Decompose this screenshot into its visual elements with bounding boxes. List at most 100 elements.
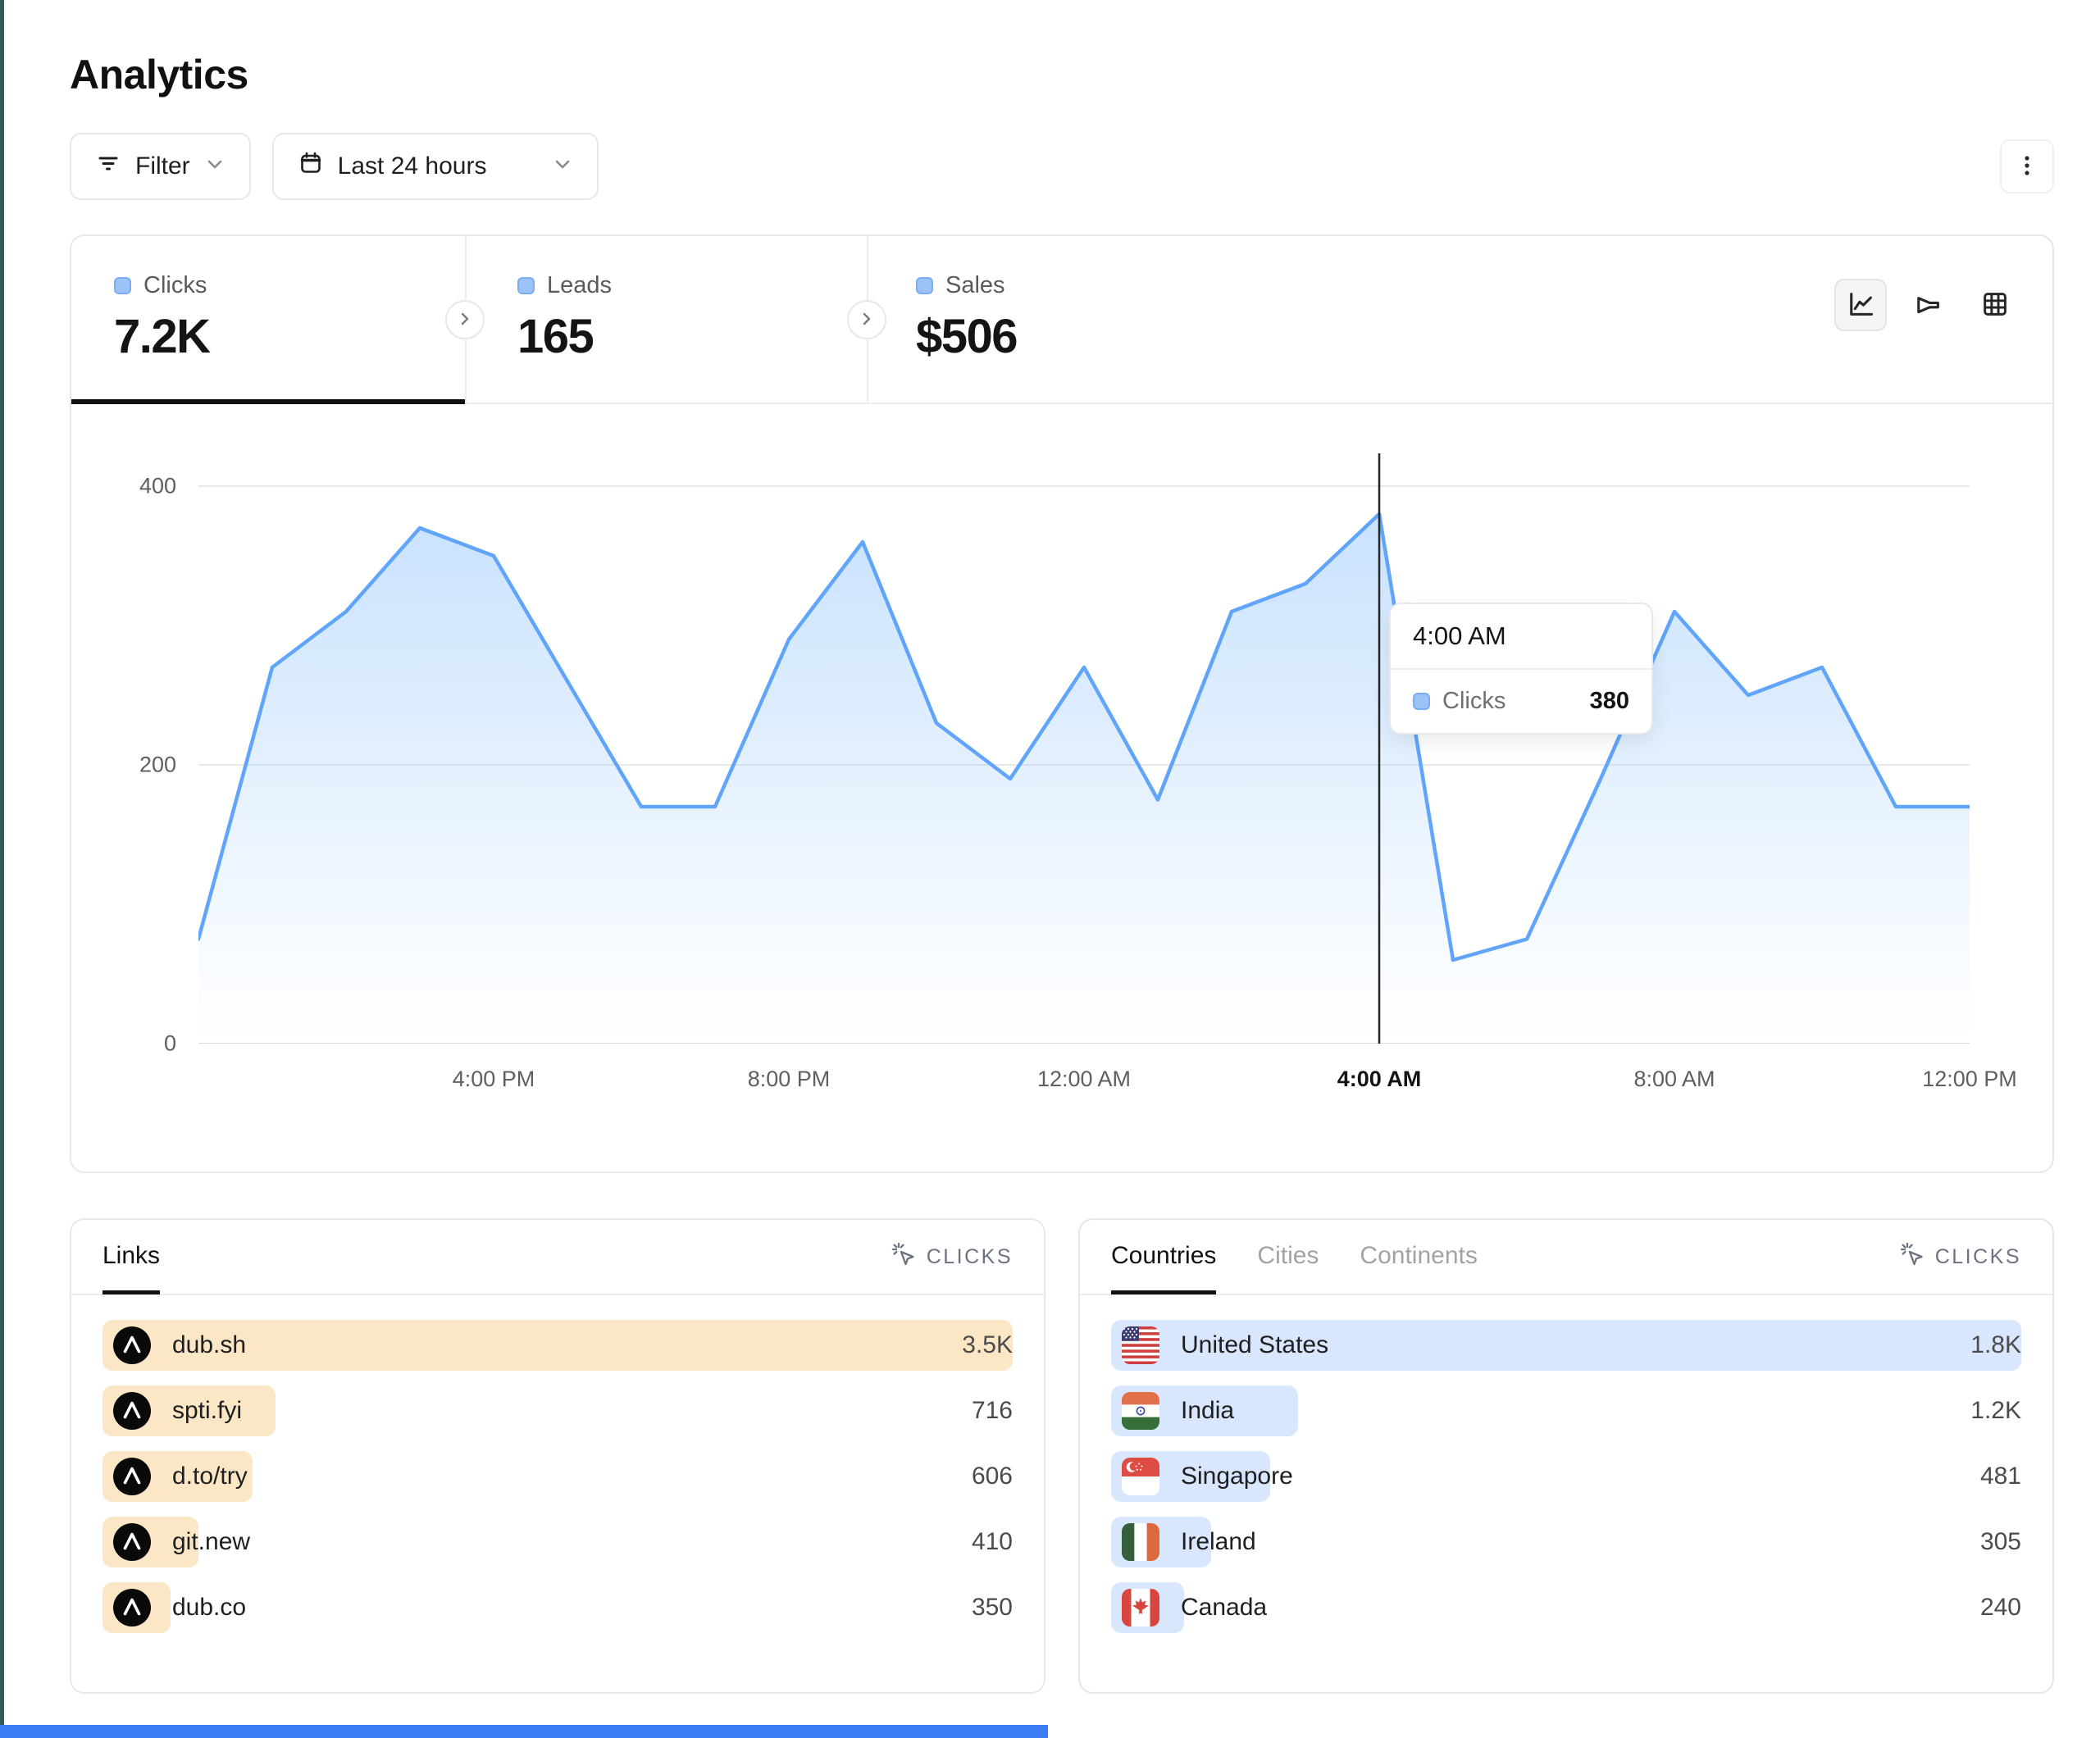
y-axis-tick: 0 [163, 1031, 176, 1056]
dub-logo-icon [113, 1392, 151, 1430]
chart-view-toggles [1834, 279, 2021, 331]
item-value: 240 [1979, 1594, 2021, 1621]
view-toggle-table[interactable] [1969, 279, 2021, 331]
item-label: git.new [172, 1528, 251, 1555]
view-toggle-funnel[interactable] [1902, 279, 1954, 331]
links-panel: Links CLICKS dub.sh 3.5K spti.fyi 716 d.to… [70, 1218, 1045, 1694]
countries-panel: Countries Cities Continents CLICKS [1078, 1218, 2054, 1694]
clicks-time-series-chart[interactable]: 0 200 400 4:00 PM 8:00 PM 12:00 AM 4:00 AM 8:0… [71, 404, 2052, 1173]
table-grid-icon [1980, 289, 2010, 321]
dub-logo-icon [113, 1326, 151, 1364]
y-axis-tick: 200 [139, 752, 176, 777]
item-label: d.to/try [172, 1463, 248, 1490]
list-item[interactable]: dub.co 350 [102, 1582, 1013, 1633]
item-label: Ireland [1181, 1528, 1256, 1555]
area-chart-plot[interactable] [198, 453, 1970, 1044]
chart-tooltip: 4:00 AM Clicks 380 [1389, 603, 1653, 735]
item-value: 350 [971, 1594, 1013, 1621]
stat-label: Clicks [143, 272, 207, 298]
countries-list: United States 1.8K India 1.2K Singapore 481… [1080, 1295, 2052, 1658]
list-item[interactable]: spti.fyi 716 [102, 1385, 1013, 1436]
stat-tab-sales[interactable]: Sales $506 [867, 236, 1293, 403]
calendar-icon [298, 151, 323, 182]
value-bar [102, 1320, 1013, 1371]
list-item[interactable]: Ireland 305 [1111, 1517, 2021, 1567]
active-stat-underline [71, 399, 465, 404]
tooltip-legend-square [1413, 693, 1430, 710]
filter-button-label: Filter [135, 152, 190, 180]
view-toggle-line-chart[interactable] [1834, 279, 1887, 331]
expand-leads-sales-button[interactable] [847, 300, 886, 339]
chevron-down-icon [205, 152, 225, 180]
list-item[interactable]: d.to/try 606 [102, 1451, 1013, 1502]
item-label: spti.fyi [172, 1397, 243, 1424]
item-label: dub.sh [172, 1331, 247, 1358]
list-item[interactable]: dub.sh 3.5K [102, 1320, 1013, 1371]
countries-metric-header[interactable]: CLICKS [1899, 1241, 2021, 1273]
tab-cities[interactable]: Cities [1257, 1241, 1319, 1269]
x-axis-tick: 4:00 PM [452, 1067, 535, 1091]
x-axis-tick: 8:00 AM [1633, 1067, 1715, 1091]
item-value: 3.5K [962, 1331, 1013, 1358]
list-item[interactable]: Canada 240 [1111, 1582, 2021, 1633]
tab-countries[interactable]: Countries [1111, 1221, 1217, 1294]
stat-value-leads: 165 [517, 310, 594, 363]
expand-clicks-leads-button[interactable] [445, 300, 485, 339]
dub-logo-icon [113, 1523, 151, 1561]
in-flag-icon [1122, 1392, 1159, 1430]
stat-label: Sales [945, 272, 1005, 298]
cursor-click-icon [891, 1241, 917, 1273]
date-range-label: Last 24 hours [337, 152, 487, 180]
item-value: 606 [971, 1463, 1013, 1490]
stat-value-sales: $506 [916, 310, 1018, 363]
breakdown-panels: Links CLICKS dub.sh 3.5K spti.fyi 716 d.to… [70, 1218, 2054, 1694]
ie-flag-icon [1122, 1523, 1159, 1561]
item-value: 1.2K [1970, 1397, 2021, 1424]
chevron-down-icon [553, 152, 572, 180]
item-value: 410 [971, 1528, 1013, 1555]
filter-button[interactable]: Filter [70, 133, 251, 200]
analytics-chart-card: Clicks 7.2K Leads 165 Sales $506 [70, 234, 2054, 1173]
page-title: Analytics [70, 52, 248, 98]
ca-flag-icon [1122, 1589, 1159, 1627]
links-list: dub.sh 3.5K spti.fyi 716 d.to/try 606 git.n… [71, 1295, 1044, 1658]
value-bar [1111, 1320, 2021, 1371]
sales-legend-square [916, 277, 933, 294]
date-range-button[interactable]: Last 24 hours [271, 133, 599, 200]
item-value: 305 [1979, 1528, 2021, 1555]
item-value: 1.8K [1970, 1331, 2021, 1358]
clicks-legend-square [114, 277, 131, 294]
chevron-right-icon [457, 311, 473, 330]
dub-logo-icon [113, 1589, 151, 1627]
item-label: Singapore [1181, 1463, 1293, 1490]
x-axis-tick: 12:00 AM [1036, 1067, 1132, 1091]
item-value: 481 [1979, 1463, 2021, 1490]
leads-legend-square [517, 277, 535, 294]
tooltip-value: 380 [1589, 688, 1629, 714]
more-options-button[interactable] [2000, 139, 2054, 193]
links-metric-header[interactable]: CLICKS [891, 1241, 1013, 1273]
tooltip-series-label: Clicks [1442, 688, 1506, 714]
list-item[interactable]: git.new 410 [102, 1517, 1013, 1567]
funnel-chart-icon [1913, 289, 1943, 321]
tab-links[interactable]: Links [102, 1221, 161, 1294]
item-label: India [1181, 1397, 1235, 1424]
list-item[interactable]: Singapore 481 [1111, 1451, 2021, 1502]
list-item[interactable]: India 1.2K [1111, 1385, 2021, 1436]
stat-label: Leads [547, 272, 613, 298]
cursor-click-icon [1899, 1241, 1925, 1273]
us-flag-icon [1122, 1326, 1159, 1364]
y-axis-tick: 400 [139, 473, 176, 498]
tab-continents[interactable]: Continents [1360, 1241, 1478, 1269]
toolbar: Filter Last 24 hours [70, 133, 2054, 200]
bottom-progress-strip [0, 1725, 1048, 1738]
sg-flag-icon [1122, 1458, 1159, 1495]
stat-tab-leads[interactable]: Leads 165 [465, 236, 867, 403]
stat-tab-clicks[interactable]: Clicks 7.2K [71, 236, 465, 403]
line-chart-icon [1846, 289, 1875, 321]
list-item[interactable]: United States 1.8K [1111, 1320, 2021, 1371]
item-label: dub.co [172, 1594, 247, 1621]
item-value: 716 [971, 1397, 1013, 1424]
dub-logo-icon [113, 1458, 151, 1495]
